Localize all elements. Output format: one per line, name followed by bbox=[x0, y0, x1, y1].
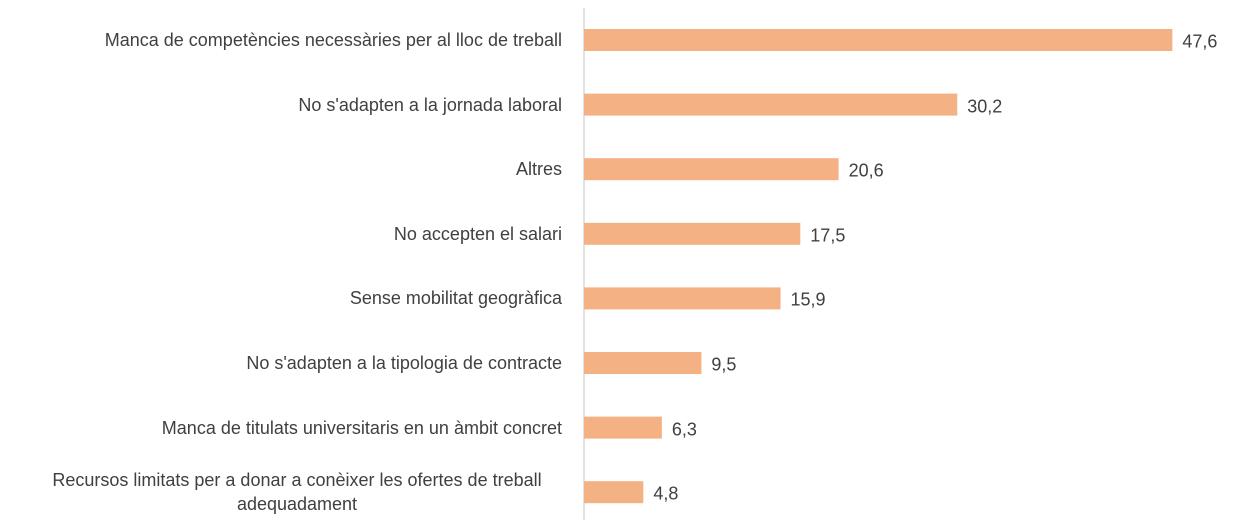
category-text: Manca de competències necessàries per al… bbox=[104, 30, 562, 50]
bar bbox=[584, 222, 801, 245]
category-text: Sense mobilitat geogràfica bbox=[349, 288, 562, 309]
category-text: Recursos limitats per a donar a conèixer… bbox=[52, 470, 542, 515]
value-label: 47,6 bbox=[1182, 31, 1218, 52]
category-label: Manca de titulats universitaris en un àm… bbox=[162, 416, 562, 440]
value-label: 20,6 bbox=[848, 160, 884, 181]
value-label: 15,9 bbox=[790, 289, 826, 310]
value-label: 17,5 bbox=[810, 225, 846, 246]
category-label: Manca de competències necessàries per al… bbox=[105, 28, 562, 52]
category-label: No s'adapten a la tipologia de contracte bbox=[246, 351, 562, 375]
value-label: 4,8 bbox=[653, 483, 679, 504]
bar bbox=[584, 158, 839, 181]
bar bbox=[584, 287, 781, 310]
bar bbox=[584, 481, 644, 504]
value-label: 30,2 bbox=[967, 96, 1003, 117]
category-label: No s'adapten a la jornada laboral bbox=[298, 93, 562, 117]
category-label: Altres bbox=[516, 157, 562, 181]
bar bbox=[584, 29, 1173, 51]
bar bbox=[584, 93, 958, 116]
category-label: No accepten el salari bbox=[394, 222, 562, 246]
category-text: No accepten el salari bbox=[393, 223, 562, 244]
bar bbox=[584, 416, 662, 439]
category-text: No s'adapten a la tipologia de contracte bbox=[246, 353, 562, 373]
category-text: Altres bbox=[515, 159, 562, 180]
value-label: 9,5 bbox=[711, 354, 737, 375]
category-text: Manca de titulats universitaris en un àm… bbox=[161, 417, 562, 438]
category-label: Sense mobilitat geogràfica bbox=[350, 286, 562, 310]
bar bbox=[584, 352, 702, 374]
category-label: Recursos limitats per a donar a conèixer… bbox=[32, 468, 562, 516]
category-text: No s'adapten a la jornada laboral bbox=[298, 94, 562, 115]
value-label: 6,3 bbox=[671, 419, 697, 440]
